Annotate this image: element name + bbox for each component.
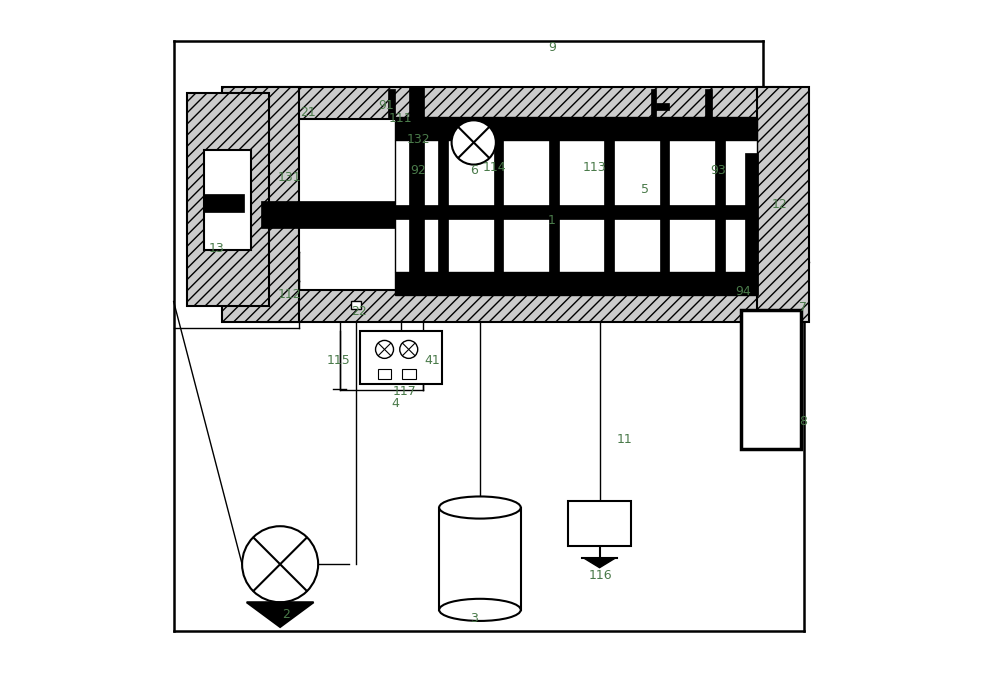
Text: 93: 93 — [711, 164, 726, 176]
Bar — [402, 369, 416, 379]
Text: 2: 2 — [282, 608, 290, 621]
Text: 91: 91 — [379, 98, 394, 112]
Text: 4: 4 — [391, 397, 399, 411]
Text: 1: 1 — [548, 214, 556, 227]
Text: 13: 13 — [209, 242, 224, 254]
Text: 5: 5 — [641, 183, 649, 196]
Bar — [378, 369, 391, 379]
Circle shape — [452, 121, 496, 164]
Text: 132: 132 — [407, 133, 430, 146]
Bar — [395, 117, 757, 139]
Bar — [261, 291, 783, 322]
Circle shape — [400, 340, 418, 358]
Text: 11: 11 — [617, 434, 632, 446]
Bar — [549, 139, 559, 272]
Bar — [222, 87, 299, 322]
Bar — [656, 103, 669, 110]
Bar — [395, 272, 757, 295]
Bar — [757, 87, 809, 322]
Bar — [204, 150, 251, 250]
Text: 94: 94 — [736, 285, 751, 298]
Text: 113: 113 — [582, 161, 606, 174]
Bar — [715, 139, 725, 272]
Bar — [651, 89, 656, 119]
Text: 6: 6 — [470, 164, 478, 176]
Bar — [204, 194, 244, 212]
Text: 117: 117 — [393, 385, 416, 398]
Text: 3: 3 — [470, 612, 478, 625]
Text: 115: 115 — [326, 355, 350, 367]
Ellipse shape — [439, 496, 521, 519]
Bar — [568, 500, 631, 546]
Text: 7: 7 — [799, 300, 807, 314]
Bar — [660, 139, 669, 272]
Text: 21: 21 — [300, 105, 316, 118]
Text: 112: 112 — [278, 288, 302, 301]
Text: 22: 22 — [351, 305, 367, 319]
Text: 41: 41 — [424, 355, 440, 367]
Bar — [395, 139, 757, 272]
Bar — [187, 93, 269, 305]
Bar — [438, 139, 448, 272]
Bar — [409, 87, 424, 295]
Bar — [351, 302, 361, 309]
Bar — [439, 507, 521, 610]
Text: 12: 12 — [772, 198, 788, 211]
Polygon shape — [247, 602, 314, 627]
Bar — [705, 89, 712, 119]
Polygon shape — [584, 558, 615, 567]
Bar — [261, 201, 395, 228]
Text: 92: 92 — [411, 164, 426, 176]
Bar — [395, 205, 757, 218]
Ellipse shape — [439, 599, 521, 621]
Circle shape — [242, 526, 318, 602]
Bar — [261, 87, 783, 119]
Bar — [494, 139, 503, 272]
Text: 116: 116 — [589, 569, 613, 582]
Bar — [741, 310, 801, 449]
Bar — [604, 139, 614, 272]
Bar — [388, 89, 395, 119]
Text: 111: 111 — [389, 112, 412, 125]
Bar — [360, 330, 442, 385]
Text: 114: 114 — [483, 161, 506, 174]
Bar — [745, 153, 758, 295]
Text: 131: 131 — [278, 171, 302, 183]
Text: 8: 8 — [799, 415, 807, 427]
Circle shape — [376, 340, 394, 358]
Text: 9: 9 — [548, 41, 556, 54]
